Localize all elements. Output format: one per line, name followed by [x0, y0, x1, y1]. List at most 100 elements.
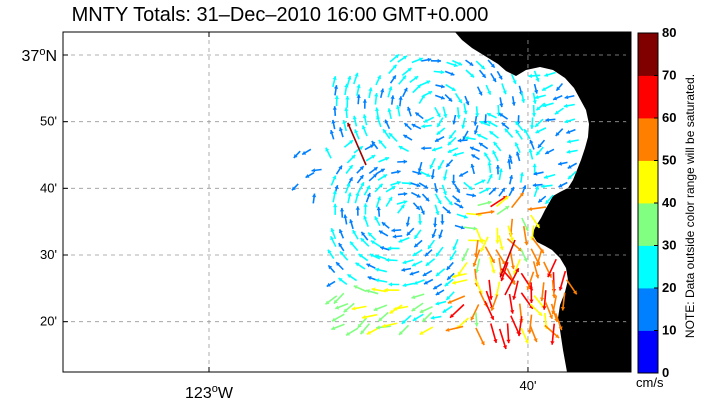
- current-arrowhead: [407, 68, 412, 72]
- current-arrowhead: [403, 159, 408, 164]
- current-vectors: [291, 53, 579, 350]
- current-arrowhead: [366, 289, 370, 294]
- current-arrowhead: [363, 203, 368, 207]
- current-arrowhead: [355, 206, 360, 210]
- current-arrowhead: [491, 269, 496, 274]
- colorbar-note: NOTE: Data outside color range will be s…: [683, 74, 697, 338]
- current-arrowhead: [385, 156, 389, 161]
- current-arrowhead: [412, 317, 417, 321]
- current-arrowhead: [435, 291, 440, 296]
- current-arrowhead: [456, 198, 461, 203]
- current-arrowhead: [432, 223, 438, 228]
- current-arrowhead: [499, 246, 504, 251]
- current-arrowhead: [456, 115, 461, 119]
- current-arrowhead: [502, 90, 507, 95]
- current-arrowhead: [405, 222, 410, 227]
- current-arrowhead: [451, 87, 456, 91]
- current-arrowhead: [380, 168, 385, 173]
- current-arrowhead: [311, 193, 317, 198]
- current-arrowhead: [420, 210, 425, 215]
- current-arrowhead: [437, 200, 442, 205]
- current-arrowhead: [361, 231, 366, 236]
- current-arrowhead: [362, 315, 366, 320]
- scale-bar: 10 km: [568, 235, 609, 255]
- current-arrowhead: [491, 259, 495, 264]
- current-arrowhead: [480, 247, 485, 252]
- colorbar-segment: [638, 288, 658, 331]
- current-arrowhead: [501, 122, 506, 127]
- current-arrowhead: [474, 322, 479, 327]
- current-arrowhead: [452, 120, 457, 125]
- current-arrowhead: [529, 125, 535, 129]
- current-arrowhead: [332, 106, 338, 110]
- current-arrowhead: [417, 221, 423, 225]
- current-arrowhead: [515, 121, 520, 126]
- current-arrowhead: [523, 257, 528, 262]
- current-arrow: [499, 239, 516, 278]
- current-arrowhead: [490, 306, 495, 311]
- current-arrowhead: [492, 187, 497, 192]
- current-arrowhead: [347, 122, 352, 127]
- current-arrowhead: [567, 139, 571, 144]
- current-arrowhead: [447, 149, 452, 153]
- current-arrowhead: [528, 148, 533, 153]
- current-arrowhead: [490, 63, 495, 68]
- current-arrowhead: [470, 146, 474, 151]
- current-arrowhead: [440, 95, 445, 100]
- current-arrowhead: [556, 86, 561, 91]
- current-arrowhead: [352, 230, 357, 235]
- current-arrowhead: [538, 198, 543, 203]
- axis-ticks: [63, 32, 631, 372]
- current-arrowhead: [373, 167, 378, 171]
- current-arrowhead: [489, 131, 494, 136]
- current-arrowhead: [487, 90, 492, 95]
- current-arrowhead: [515, 268, 519, 273]
- current-arrowhead: [469, 61, 474, 66]
- current-arrowhead: [511, 101, 516, 106]
- current-arrowhead: [499, 273, 504, 278]
- current-arrowhead: [305, 173, 310, 178]
- current-arrowhead: [430, 315, 435, 320]
- current-arrowhead: [502, 345, 508, 349]
- current-arrowhead: [356, 94, 361, 99]
- current-arrowhead: [488, 296, 494, 300]
- lat-label: 20': [40, 314, 57, 329]
- current-arrowhead: [432, 147, 436, 152]
- current-arrowhead: [331, 317, 336, 322]
- current-arrowhead: [533, 338, 538, 343]
- current-arrowhead: [346, 182, 351, 187]
- current-arrowhead: [487, 120, 492, 125]
- current-arrowhead: [348, 177, 353, 182]
- current-arrowhead: [392, 64, 397, 69]
- lat-label: 37oN: [22, 46, 57, 65]
- current-arrowhead: [335, 305, 340, 310]
- current-arrowhead: [426, 80, 431, 85]
- current-arrowhead: [380, 246, 384, 251]
- current-arrowhead: [325, 147, 330, 152]
- current-arrowhead: [438, 234, 443, 239]
- current-arrowhead: [424, 252, 429, 257]
- current-arrowhead: [472, 262, 477, 267]
- current-arrowhead: [332, 190, 337, 195]
- current-arrowhead: [372, 173, 377, 178]
- current-arrowhead: [549, 314, 553, 319]
- current-arrowhead: [458, 99, 462, 104]
- current-arrowhead: [422, 272, 427, 277]
- current-arrowhead: [360, 182, 365, 187]
- current-arrowhead: [416, 183, 421, 188]
- current-arrowhead: [402, 55, 407, 60]
- current-arrowhead: [338, 278, 343, 282]
- current-arrowhead: [402, 282, 407, 288]
- current-arrowhead: [376, 115, 381, 120]
- current-arrowhead: [471, 154, 476, 159]
- current-arrowhead: [355, 192, 360, 197]
- current-arrowhead: [524, 227, 529, 232]
- current-arrowhead: [535, 223, 540, 228]
- current-arrowhead: [451, 181, 456, 185]
- current-arrowhead: [390, 95, 395, 100]
- current-arrowhead: [475, 113, 480, 117]
- current-arrowhead: [398, 238, 403, 243]
- current-arrowhead: [424, 118, 429, 123]
- current-arrowhead: [293, 153, 298, 158]
